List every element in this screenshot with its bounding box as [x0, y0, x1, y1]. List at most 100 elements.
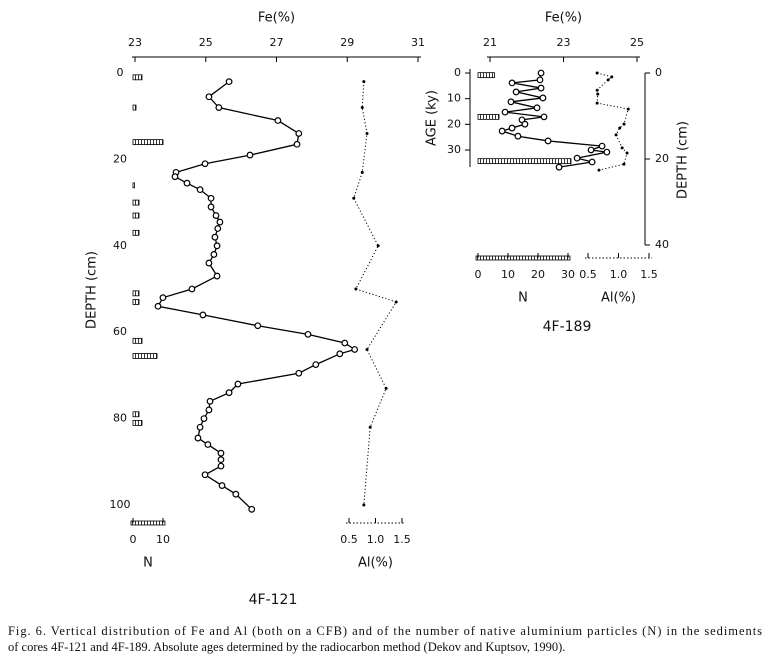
y2-tick-label: 10 [447, 92, 461, 105]
x-tick-label: 0.5 [579, 268, 597, 281]
al-line [353, 81, 397, 506]
al-point [596, 92, 600, 96]
fe-point [207, 194, 215, 202]
fe-point [512, 88, 520, 96]
fe-point [201, 160, 209, 168]
chart-title: 4F-121 [249, 592, 298, 608]
x-tick-label: 30 [561, 268, 575, 281]
n-bar [132, 353, 158, 359]
x-tick-label: 10 [501, 268, 515, 281]
y-tick-label: 0 [117, 66, 124, 79]
axis-name: Al(%) [358, 556, 393, 571]
y-tick-label: 40 [113, 239, 127, 252]
al-point [362, 503, 366, 507]
x-tick-label: 0 [130, 533, 137, 546]
y-tick-label: 100 [110, 498, 131, 511]
x-tick-label: 25 [630, 36, 644, 49]
n-bar [132, 420, 143, 426]
fe-point [312, 361, 320, 369]
n-bar [132, 199, 140, 206]
al-point [354, 287, 358, 291]
fe-point [207, 203, 215, 211]
fe-point [603, 148, 611, 156]
fe-point [183, 179, 191, 187]
y2-tick-label: 20 [447, 117, 461, 130]
fe-point [217, 462, 225, 470]
al-point [595, 101, 599, 105]
x-tick-label: 23 [128, 36, 142, 49]
al-point [362, 80, 366, 84]
al-point [384, 386, 388, 390]
x-tick-label: 1.0 [367, 533, 385, 546]
al-point [365, 347, 369, 351]
n-bar [477, 72, 495, 79]
x-tick-label: 1.0 [610, 268, 628, 281]
x-tick-label: 0 [475, 268, 482, 281]
fe-point [533, 104, 541, 112]
fe-point [544, 137, 552, 145]
al-point [606, 78, 610, 82]
chart-title: 4F-189 [543, 319, 592, 335]
n-bar [132, 299, 140, 305]
fe-point [295, 369, 303, 377]
al-point [618, 126, 622, 130]
y-tick-label: 60 [113, 325, 127, 338]
y-axis-label: DEPTH (cm) [676, 121, 691, 199]
fe-point [304, 330, 312, 338]
al-point [622, 122, 626, 126]
fe-point [507, 98, 515, 106]
fe-point [210, 251, 218, 258]
x-tick-label: 27 [270, 36, 284, 49]
fe-point [514, 132, 522, 140]
fe-point [598, 142, 606, 150]
fe-point [211, 233, 219, 241]
n-bar [132, 411, 140, 418]
fe-point [246, 151, 254, 159]
axis-name: Fe(%) [258, 11, 295, 26]
fe-point [204, 441, 212, 448]
fe-point [194, 434, 202, 442]
x-tick-label: 25 [199, 36, 213, 49]
al-point [360, 106, 364, 110]
y-tick-label: 20 [113, 152, 127, 165]
fe-point [205, 93, 213, 101]
fe-point [216, 218, 224, 226]
n-bar [477, 158, 572, 165]
fe-point [573, 154, 581, 162]
fe-point [341, 339, 349, 347]
fe-point [498, 127, 506, 135]
fe-point [213, 272, 221, 280]
axis-name: Fe(%) [545, 11, 582, 26]
n-bar [132, 74, 143, 81]
al-point [614, 133, 618, 137]
fe-point [351, 346, 359, 353]
y-tick-label: 40 [655, 238, 669, 251]
x-tick-label: 0.5 [340, 533, 358, 546]
fe-point [217, 456, 225, 464]
x-tick-label: 1.5 [640, 268, 658, 281]
al-point [610, 75, 614, 79]
fe-point [218, 482, 226, 489]
al-point [622, 162, 626, 166]
fe-point [188, 285, 196, 293]
n-bar [132, 104, 137, 111]
y2-tick-label: 30 [447, 143, 461, 156]
al-point [368, 425, 372, 429]
fe-point [213, 242, 221, 250]
fe-point [508, 124, 516, 132]
fe-point [214, 225, 222, 232]
al-point [595, 71, 599, 75]
fe-point [537, 84, 545, 92]
al-point [365, 131, 369, 135]
caption-line: of cores 4F-121 and 4F-189. Absolute age… [8, 640, 565, 654]
x-tick-label: 23 [557, 36, 571, 49]
fe-point [225, 389, 233, 397]
fe-point [159, 294, 167, 302]
y2-tick-label: 0 [454, 66, 461, 79]
al-point [620, 146, 624, 150]
fe-point [212, 212, 220, 219]
axis-bar [475, 255, 571, 261]
fe-point [154, 302, 162, 310]
